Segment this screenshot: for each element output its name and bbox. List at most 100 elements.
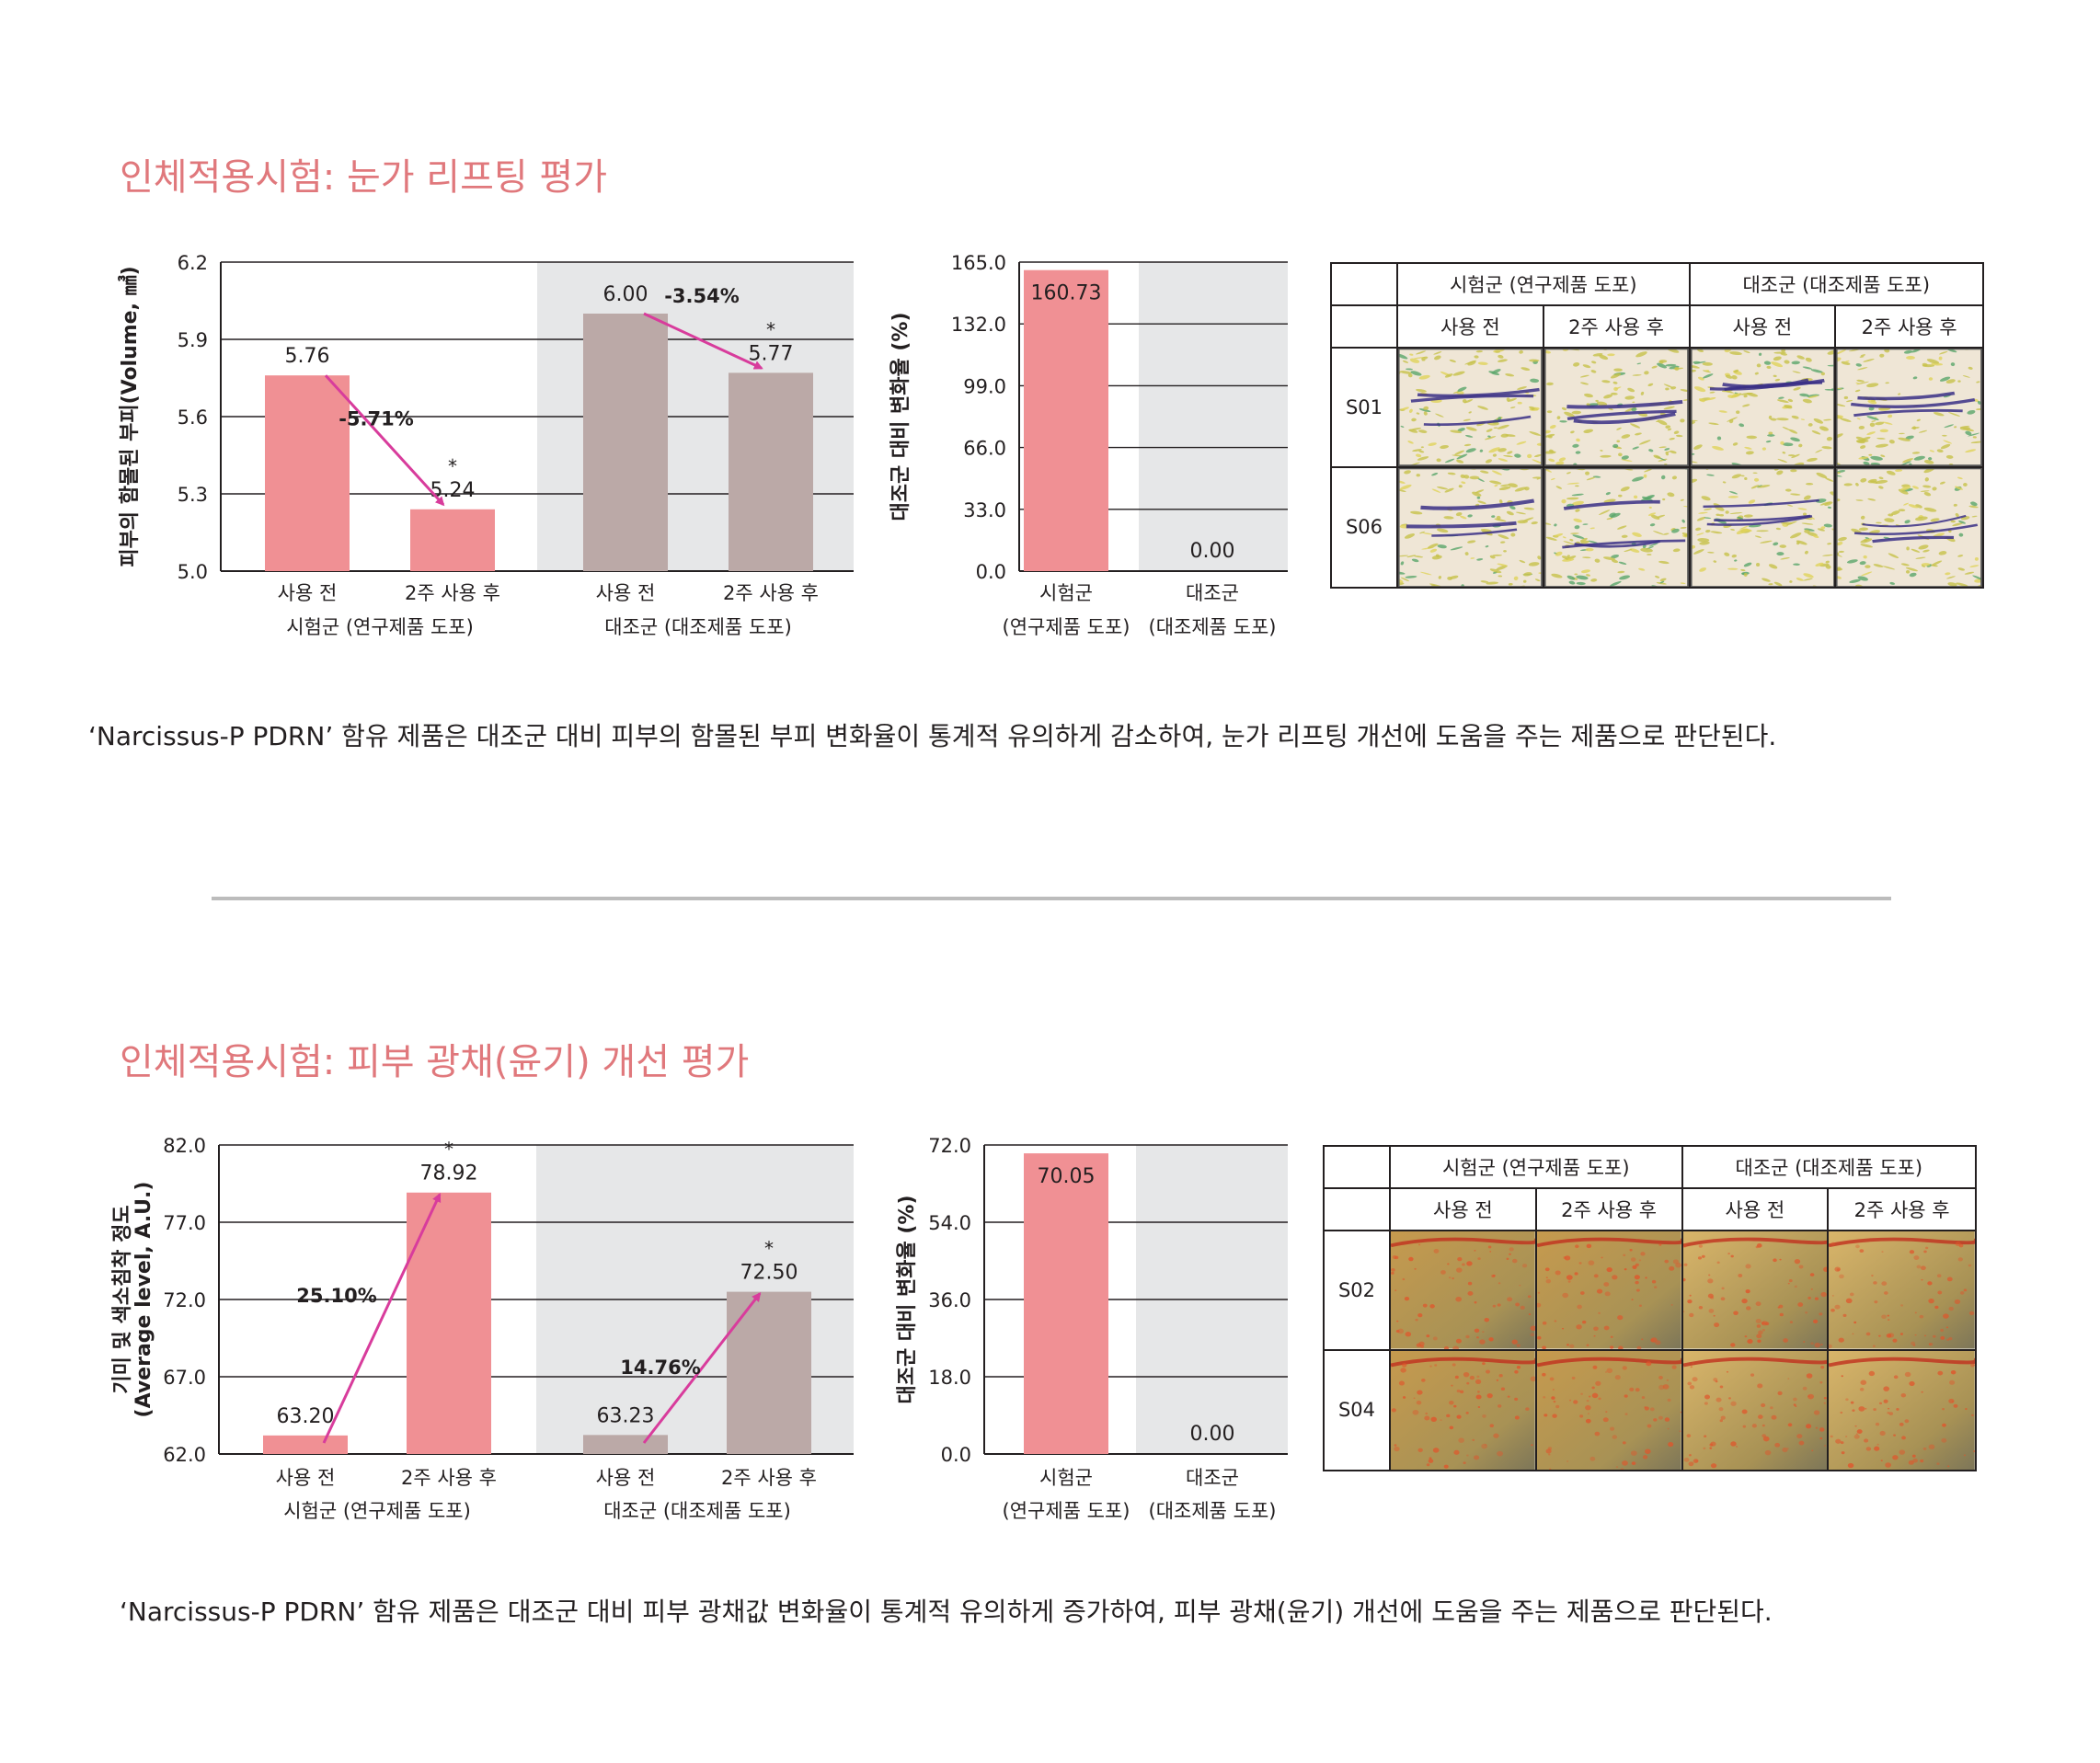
table-corner-cell xyxy=(1325,1189,1391,1231)
chart2-ytick-label: 67.0 xyxy=(163,1367,206,1389)
chart0-category-label: 2주 사용 후 xyxy=(723,582,819,604)
chart0-change-label: -5.71% xyxy=(339,408,414,430)
chart2-significance-mark: * xyxy=(444,1139,453,1161)
pigment-analysis-image xyxy=(1682,1231,1830,1351)
table-sub-header: 사용 전 xyxy=(1398,306,1544,349)
chart2-y-axis-label: (Average level, A.U.) xyxy=(132,1182,155,1418)
chart2-category-label: 사용 전 xyxy=(596,1467,656,1489)
chart3-category-label: 시험군 xyxy=(1039,1467,1093,1489)
chart1-ytick-label: 132.0 xyxy=(951,314,1006,336)
table-sub-header: 2주 사용 후 xyxy=(1536,1189,1683,1231)
chart3-y-axis-label: 대조군 대비 변화율 (%) xyxy=(896,1195,919,1403)
chart3-category-label: (연구제품 도포) xyxy=(1003,1500,1130,1522)
pigment-analysis-image xyxy=(1536,1231,1683,1351)
chart0-data-label: 6.00 xyxy=(603,283,648,306)
chart1-y-axis-label: 대조군 대비 변화율 (%) xyxy=(889,312,912,521)
wrinkle-analysis-image xyxy=(1690,349,1837,468)
table-row-label: S04 xyxy=(1325,1350,1391,1470)
chart1-control-shade xyxy=(1139,262,1288,571)
chart0-category-label: 사용 전 xyxy=(596,582,656,604)
chart2-category-label: 2주 사용 후 xyxy=(401,1467,497,1489)
chart3-bar xyxy=(1024,1153,1108,1454)
chart2-ytick-label: 77.0 xyxy=(163,1212,206,1234)
table-sub-header: 2주 사용 후 xyxy=(1836,306,1982,349)
chart1-category-label: (대조제품 도포) xyxy=(1149,616,1277,638)
chart2-bar xyxy=(263,1435,348,1454)
table-sub-header: 사용 전 xyxy=(1682,1189,1830,1231)
chart0-change-label: -3.54% xyxy=(664,285,740,307)
chart0-ytick-label: 6.2 xyxy=(178,252,208,274)
chart2-change-label: 25.10% xyxy=(296,1285,376,1307)
table-row-label: S06 xyxy=(1332,467,1398,587)
pigment-analysis-image xyxy=(1536,1350,1683,1470)
chart0-group-label: 시험군 (연구제품 도포) xyxy=(286,616,474,638)
table-group-header: 시험군 (연구제품 도포) xyxy=(1391,1147,1683,1189)
chart2-data-label: 63.23 xyxy=(597,1404,655,1427)
chart0-bar xyxy=(410,509,495,571)
wrinkle-analysis-image xyxy=(1836,349,1982,468)
chart2-y-axis-label: 기미 및 색소침착 정도 xyxy=(111,1205,134,1393)
section-caption-skin-radiance: ‘Narcissus-P PDRN’ 함유 제품은 대조군 대비 피부 광채값 … xyxy=(120,1597,1773,1627)
chart1-category-label: (연구제품 도포) xyxy=(1003,616,1130,638)
section-title-skin-radiance: 인체적용시험: 피부 광채(윤기) 개선 평가 xyxy=(120,1041,750,1083)
chart2-bar xyxy=(727,1291,811,1454)
chart2-bar xyxy=(407,1192,491,1454)
chart1-ytick-label: 0.0 xyxy=(976,561,1006,583)
chart0-change-arrow xyxy=(643,312,763,370)
chart2-category-label: 사용 전 xyxy=(276,1467,336,1489)
table-sub-header: 사용 전 xyxy=(1690,306,1837,349)
chart2-ytick-label: 72.0 xyxy=(163,1289,206,1311)
table-corner-cell xyxy=(1332,306,1398,349)
chart0-change-arrow xyxy=(324,374,445,507)
chart1-ytick-label: 165.0 xyxy=(951,252,1006,274)
chart0-bar xyxy=(729,372,813,571)
table-row-label: S02 xyxy=(1325,1231,1391,1351)
chart2-change-arrow xyxy=(322,1192,442,1444)
chart2-group-label: 시험군 (연구제품 도포) xyxy=(283,1500,471,1522)
table-sub-header: 2주 사용 후 xyxy=(1829,1189,1975,1231)
chart3-data-label: 70.05 xyxy=(1038,1165,1096,1188)
chart1-ytick-label: 66.0 xyxy=(963,438,1006,460)
chart0-group-label: 대조군 (대조제품 도포) xyxy=(604,616,792,638)
section-divider xyxy=(212,897,1891,900)
chart2-data-label: 78.92 xyxy=(420,1162,478,1185)
chart0-ytick-label: 5.0 xyxy=(178,561,208,583)
chart3-category-label: 대조군 xyxy=(1186,1467,1239,1489)
chart0-significance-mark: * xyxy=(766,318,775,340)
section-caption-eye-lifting: ‘Narcissus-P PDRN’ 함유 제품은 대조군 대비 피부의 함몰된… xyxy=(88,721,1777,751)
chart3-ytick-label: 36.0 xyxy=(928,1289,971,1311)
chart1-category-label: 시험군 xyxy=(1039,582,1093,604)
section-title-eye-lifting: 인체적용시험: 눈가 리프팅 평가 xyxy=(120,156,608,199)
table-sub-header: 2주 사용 후 xyxy=(1543,306,1691,349)
chart3-ytick-label: 72.0 xyxy=(928,1135,971,1157)
chart2-significance-mark: * xyxy=(764,1238,774,1260)
pigment-analysis-image xyxy=(1391,1350,1537,1470)
chart1-ytick-label: 33.0 xyxy=(963,499,1006,521)
wrinkle-analysis-image xyxy=(1398,467,1544,587)
chart1-data-label: 0.00 xyxy=(1190,540,1235,563)
chart0-significance-mark: * xyxy=(448,455,457,477)
chart0-y-axis-label: 피부의 함몰된 부피(Volume, ㎣) xyxy=(118,266,142,567)
chart0-category-label: 사용 전 xyxy=(278,582,338,604)
chart1-bar xyxy=(1024,269,1108,571)
chart3-ytick-label: 18.0 xyxy=(928,1367,971,1389)
pigment-analysis-image xyxy=(1829,1350,1975,1470)
chart2-change-label: 14.76% xyxy=(620,1357,700,1379)
pigment-analysis-image xyxy=(1391,1231,1537,1351)
chart2-ytick-label: 62.0 xyxy=(163,1444,206,1466)
pigment-analysis-image xyxy=(1682,1350,1830,1470)
table-group-header: 시험군 (연구제품 도포) xyxy=(1398,264,1691,306)
chart3-ytick-label: 54.0 xyxy=(928,1212,971,1234)
table-corner-cell xyxy=(1332,264,1398,306)
chart0-data-label: 5.77 xyxy=(749,342,794,365)
wrinkle-analysis-image xyxy=(1543,349,1691,468)
chart3-ytick-label: 0.0 xyxy=(941,1444,971,1466)
wrinkle-analysis-image xyxy=(1543,467,1691,587)
chart0-ytick-label: 5.6 xyxy=(178,406,208,429)
pigment-analysis-image xyxy=(1829,1231,1975,1351)
chart2-data-label: 72.50 xyxy=(740,1262,798,1285)
chart2-ytick-label: 82.0 xyxy=(163,1135,206,1157)
chart0-bar xyxy=(583,314,668,571)
chart1-ytick-label: 99.0 xyxy=(963,375,1006,397)
chart2-data-label: 63.20 xyxy=(277,1405,335,1428)
